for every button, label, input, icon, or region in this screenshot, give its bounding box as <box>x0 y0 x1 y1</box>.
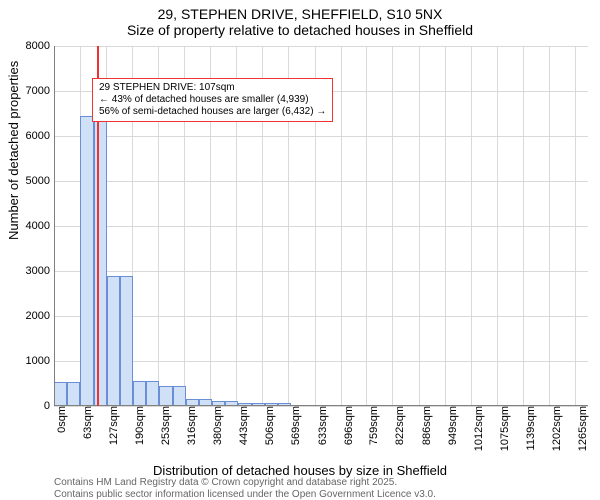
x-tick-label: 886sqm <box>419 406 433 445</box>
x-tick-label: 1139sqm <box>523 406 537 450</box>
x-tick-label: 253sqm <box>158 406 172 445</box>
property-size-histogram: 29, STEPHEN DRIVE, SHEFFIELD, S10 5NX Si… <box>0 0 600 500</box>
histogram-bar <box>94 116 107 406</box>
histogram-bar <box>173 386 186 406</box>
plot-area: 0100020003000400050006000700080000sqm63s… <box>54 46 588 406</box>
gridline-horizontal <box>54 226 588 227</box>
x-tick-label: 380sqm <box>210 406 224 445</box>
gridline-vertical <box>341 46 342 406</box>
histogram-bar <box>133 381 146 406</box>
attribution-line-1: Contains HM Land Registry data © Crown c… <box>54 477 436 489</box>
annotation-box: 29 STEPHEN DRIVE: 107sqm← 43% of detache… <box>92 78 333 122</box>
y-tick-label: 6000 <box>26 130 54 142</box>
x-tick-label: 506sqm <box>262 406 276 445</box>
gridline-vertical <box>549 46 550 406</box>
annotation-line-3: 56% of semi-detached houses are larger (… <box>99 106 326 118</box>
y-tick-label: 0 <box>44 400 54 412</box>
y-tick-label: 2000 <box>26 310 54 322</box>
gridline-horizontal <box>54 46 588 47</box>
x-tick-label: 1075sqm <box>497 406 511 451</box>
title-subtitle: Size of property relative to detached ho… <box>0 22 600 38</box>
annotation-line-2: ← 43% of detached houses are smaller (4,… <box>99 94 326 106</box>
gridline-horizontal <box>54 271 588 272</box>
y-tick-label: 8000 <box>26 40 54 52</box>
x-tick-label: 822sqm <box>392 406 406 445</box>
y-axis-label: Number of detached properties <box>6 61 21 240</box>
gridline-vertical <box>419 46 420 406</box>
x-tick-label: 0sqm <box>54 406 68 433</box>
gridline-horizontal <box>54 136 588 137</box>
y-tick-label: 5000 <box>26 175 54 187</box>
histogram-bar <box>120 276 133 407</box>
gridline-vertical <box>471 46 472 406</box>
attribution-text: Contains HM Land Registry data © Crown c… <box>54 477 436 500</box>
x-axis-line <box>54 405 588 406</box>
y-tick-label: 3000 <box>26 265 54 277</box>
gridline-vertical <box>445 46 446 406</box>
histogram-bar <box>159 386 172 406</box>
y-tick-label: 7000 <box>26 85 54 97</box>
x-tick-label: 696sqm <box>341 406 355 445</box>
histogram-bar <box>67 382 80 406</box>
attribution-line-2: Contains public sector information licen… <box>54 489 436 500</box>
x-axis-label: Distribution of detached houses by size … <box>0 463 600 478</box>
gridline-vertical <box>392 46 393 406</box>
annotation-line-1: 29 STEPHEN DRIVE: 107sqm <box>99 82 326 94</box>
x-tick-label: 633sqm <box>315 406 329 445</box>
histogram-bar <box>146 381 159 406</box>
x-tick-label: 1265sqm <box>575 406 589 451</box>
x-tick-label: 1202sqm <box>549 406 563 451</box>
x-tick-label: 949sqm <box>445 406 459 445</box>
gridline-vertical <box>523 46 524 406</box>
y-tick-label: 4000 <box>26 220 54 232</box>
chart-titles: 29, STEPHEN DRIVE, SHEFFIELD, S10 5NX Si… <box>0 6 600 38</box>
gridline-horizontal <box>54 361 588 362</box>
x-tick-label: 569sqm <box>288 406 302 445</box>
x-tick-label: 443sqm <box>236 406 250 445</box>
x-tick-label: 759sqm <box>366 406 380 445</box>
histogram-bar <box>54 382 67 406</box>
x-tick-label: 63sqm <box>80 406 94 439</box>
title-address: 29, STEPHEN DRIVE, SHEFFIELD, S10 5NX <box>0 6 600 22</box>
x-tick-label: 316sqm <box>184 406 198 445</box>
gridline-vertical <box>366 46 367 406</box>
gridline-vertical <box>497 46 498 406</box>
histogram-bar <box>80 116 93 406</box>
y-axis-line <box>54 46 55 406</box>
gridline-horizontal <box>54 181 588 182</box>
x-tick-label: 1012sqm <box>471 406 485 451</box>
x-tick-label: 127sqm <box>106 406 120 445</box>
x-tick-label: 190sqm <box>132 406 146 445</box>
gridline-vertical <box>575 46 576 406</box>
gridline-horizontal <box>54 316 588 317</box>
y-tick-label: 1000 <box>26 355 54 367</box>
histogram-bar <box>107 276 120 407</box>
